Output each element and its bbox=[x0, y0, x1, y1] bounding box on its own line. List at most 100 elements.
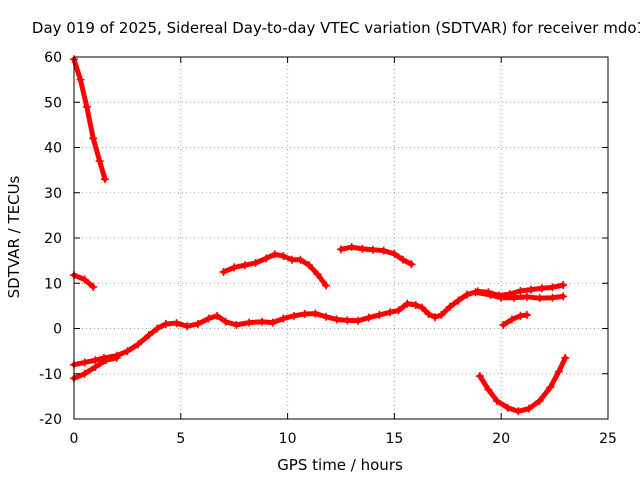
data-point-arc-small-right-0 bbox=[499, 320, 508, 329]
data-point-arc-main-lower-40 bbox=[463, 290, 472, 299]
data-point-arc-steep-top-5 bbox=[100, 175, 109, 184]
data-point-arc-right-flat-6 bbox=[548, 293, 557, 302]
data-point-arc-main-lower-24 bbox=[322, 312, 331, 321]
series-trail-arc-dip bbox=[477, 355, 568, 414]
data-point-arc-small-top-left-1 bbox=[80, 275, 89, 284]
data-point-arc-main-lower-7 bbox=[144, 331, 153, 340]
data-point-arc-small-right-2 bbox=[516, 311, 525, 320]
data-point-arc-dip-4 bbox=[514, 407, 523, 416]
data-point-arc-main-lower-1 bbox=[80, 358, 89, 367]
x-tick-label-5: 25 bbox=[599, 431, 617, 447]
x-tick-label-3: 15 bbox=[385, 431, 403, 447]
data-point-arc-small-right-3 bbox=[522, 310, 531, 319]
data-point-arc-main-lower-45 bbox=[516, 286, 525, 295]
data-point-arc-main-lower-23 bbox=[311, 309, 320, 318]
data-point-arc-dip-6 bbox=[535, 396, 544, 405]
data-point-arc-upper-right-2 bbox=[358, 244, 367, 253]
data-point-arc-main-lower-29 bbox=[375, 310, 384, 319]
data-point-arc-main-lower-9 bbox=[161, 319, 170, 328]
series-arc-dip bbox=[475, 353, 570, 416]
data-point-arc-upper-mid-5 bbox=[270, 250, 279, 259]
data-point-arc-main-lower-15 bbox=[221, 317, 230, 326]
data-point-arc-steep-top-3 bbox=[89, 134, 98, 143]
data-point-arc-main-lower-18 bbox=[257, 317, 266, 326]
data-point-arc-main-lower-32 bbox=[403, 299, 412, 308]
data-point-arc-steep-top-4 bbox=[95, 157, 104, 166]
data-point-arc-small-top-left-2 bbox=[89, 282, 98, 291]
data-point-arc-main-lower-26 bbox=[343, 316, 352, 325]
data-point-arc-lower-start-2 bbox=[91, 362, 100, 371]
data-point-arc-upper-right-6 bbox=[398, 255, 407, 264]
data-point-arc-upper-right-5 bbox=[390, 249, 399, 258]
data-point-arc-main-lower-25 bbox=[332, 315, 341, 324]
data-point-arc-right-flat-1 bbox=[486, 291, 495, 300]
data-point-arc-main-lower-22 bbox=[300, 310, 309, 319]
data-point-arc-right-flat-4 bbox=[522, 292, 531, 301]
data-point-arc-dip-2 bbox=[492, 396, 501, 405]
data-point-arc-main-lower-47 bbox=[537, 284, 546, 293]
data-point-arc-upper-right-1 bbox=[347, 243, 356, 252]
data-point-arc-main-lower-37 bbox=[437, 310, 446, 319]
series-arc-upper-mid bbox=[219, 250, 331, 290]
data-point-arc-upper-mid-8 bbox=[296, 255, 305, 264]
data-point-arc-main-lower-33 bbox=[411, 300, 420, 309]
data-point-arc-main-lower-30 bbox=[386, 308, 395, 317]
chart-title: Day 019 of 2025, Sidereal Day-to-day VTE… bbox=[32, 19, 640, 37]
data-point-arc-main-lower-46 bbox=[527, 285, 536, 294]
y-axis-label: SDTVAR / TECUs bbox=[5, 175, 23, 298]
x-tick-label-0: 0 bbox=[70, 431, 79, 447]
data-point-arc-small-right-1 bbox=[507, 315, 516, 324]
series-arc-lower-start bbox=[70, 353, 121, 383]
y-tick-label-2: 0 bbox=[53, 322, 62, 338]
x-axis-label: GPS time / hours bbox=[277, 456, 403, 474]
data-point-arc-main-lower-49 bbox=[559, 281, 568, 290]
data-point-arc-upper-right-7 bbox=[407, 260, 416, 269]
data-point-arc-upper-mid-9 bbox=[304, 261, 313, 270]
data-point-arc-upper-right-0 bbox=[337, 245, 345, 254]
x-tick-label-4: 20 bbox=[492, 431, 510, 447]
data-point-arc-right-flat-3 bbox=[510, 293, 519, 302]
data-point-arc-main-lower-17 bbox=[245, 318, 254, 327]
data-point-arc-main-lower-14 bbox=[213, 311, 222, 320]
data-point-arc-right-flat-0 bbox=[471, 288, 480, 297]
y-tick-label-6: 40 bbox=[44, 141, 62, 157]
data-point-arc-main-lower-19 bbox=[268, 318, 277, 327]
data-point-arc-dip-5 bbox=[524, 404, 533, 413]
data-point-arc-main-lower-27 bbox=[354, 316, 363, 325]
data-point-arc-main-lower-5 bbox=[123, 347, 132, 356]
data-point-arc-main-lower-13 bbox=[204, 314, 213, 323]
data-point-arc-dip-9 bbox=[561, 353, 570, 362]
series-arc-small-right bbox=[499, 310, 531, 329]
data-point-arc-main-lower-6 bbox=[134, 340, 143, 349]
data-point-arc-upper-mid-1 bbox=[230, 263, 239, 272]
data-point-arc-dip-8 bbox=[554, 367, 563, 376]
x-tick-label-1: 5 bbox=[176, 431, 185, 447]
data-point-arc-right-flat-7 bbox=[559, 292, 568, 301]
data-point-arc-main-lower-16 bbox=[232, 320, 241, 329]
series-arc-upper-right bbox=[337, 243, 416, 269]
grid bbox=[74, 57, 608, 419]
y-tick-label-3: 10 bbox=[44, 276, 62, 292]
data-point-arc-upper-right-4 bbox=[379, 246, 388, 255]
y-tick-label-5: 30 bbox=[44, 186, 62, 202]
tick-labels: 0 5 10 15 20 25 -20 -10 0 10 20 30 40 50 60 bbox=[39, 50, 617, 447]
data-point-arc-dip-7 bbox=[546, 383, 555, 392]
data-point-arc-main-lower-8 bbox=[153, 324, 162, 333]
data-point-arc-main-lower-39 bbox=[454, 296, 463, 305]
data-point-arc-main-lower-36 bbox=[430, 313, 439, 322]
data-point-arc-lower-start-3 bbox=[102, 356, 111, 365]
data-point-arc-main-lower-10 bbox=[172, 319, 181, 328]
data-point-arc-main-lower-48 bbox=[548, 283, 557, 292]
data-point-arc-main-lower-35 bbox=[424, 310, 433, 319]
data-point-arc-dip-1 bbox=[484, 385, 493, 394]
data-point-arc-main-lower-12 bbox=[193, 319, 202, 328]
y-tick-label-4: 20 bbox=[44, 231, 62, 247]
y-tick-label-7: 50 bbox=[44, 95, 62, 111]
data-point-arc-main-lower-34 bbox=[418, 303, 427, 312]
data-point-arc-dip-0 bbox=[475, 372, 484, 381]
data-point-arc-dip-3 bbox=[503, 403, 512, 412]
data-point-arc-upper-mid-0 bbox=[219, 267, 228, 276]
data-point-arc-upper-mid-7 bbox=[287, 255, 296, 264]
data-point-arc-upper-mid-11 bbox=[322, 281, 331, 290]
data-point-arc-main-lower-20 bbox=[279, 314, 288, 323]
